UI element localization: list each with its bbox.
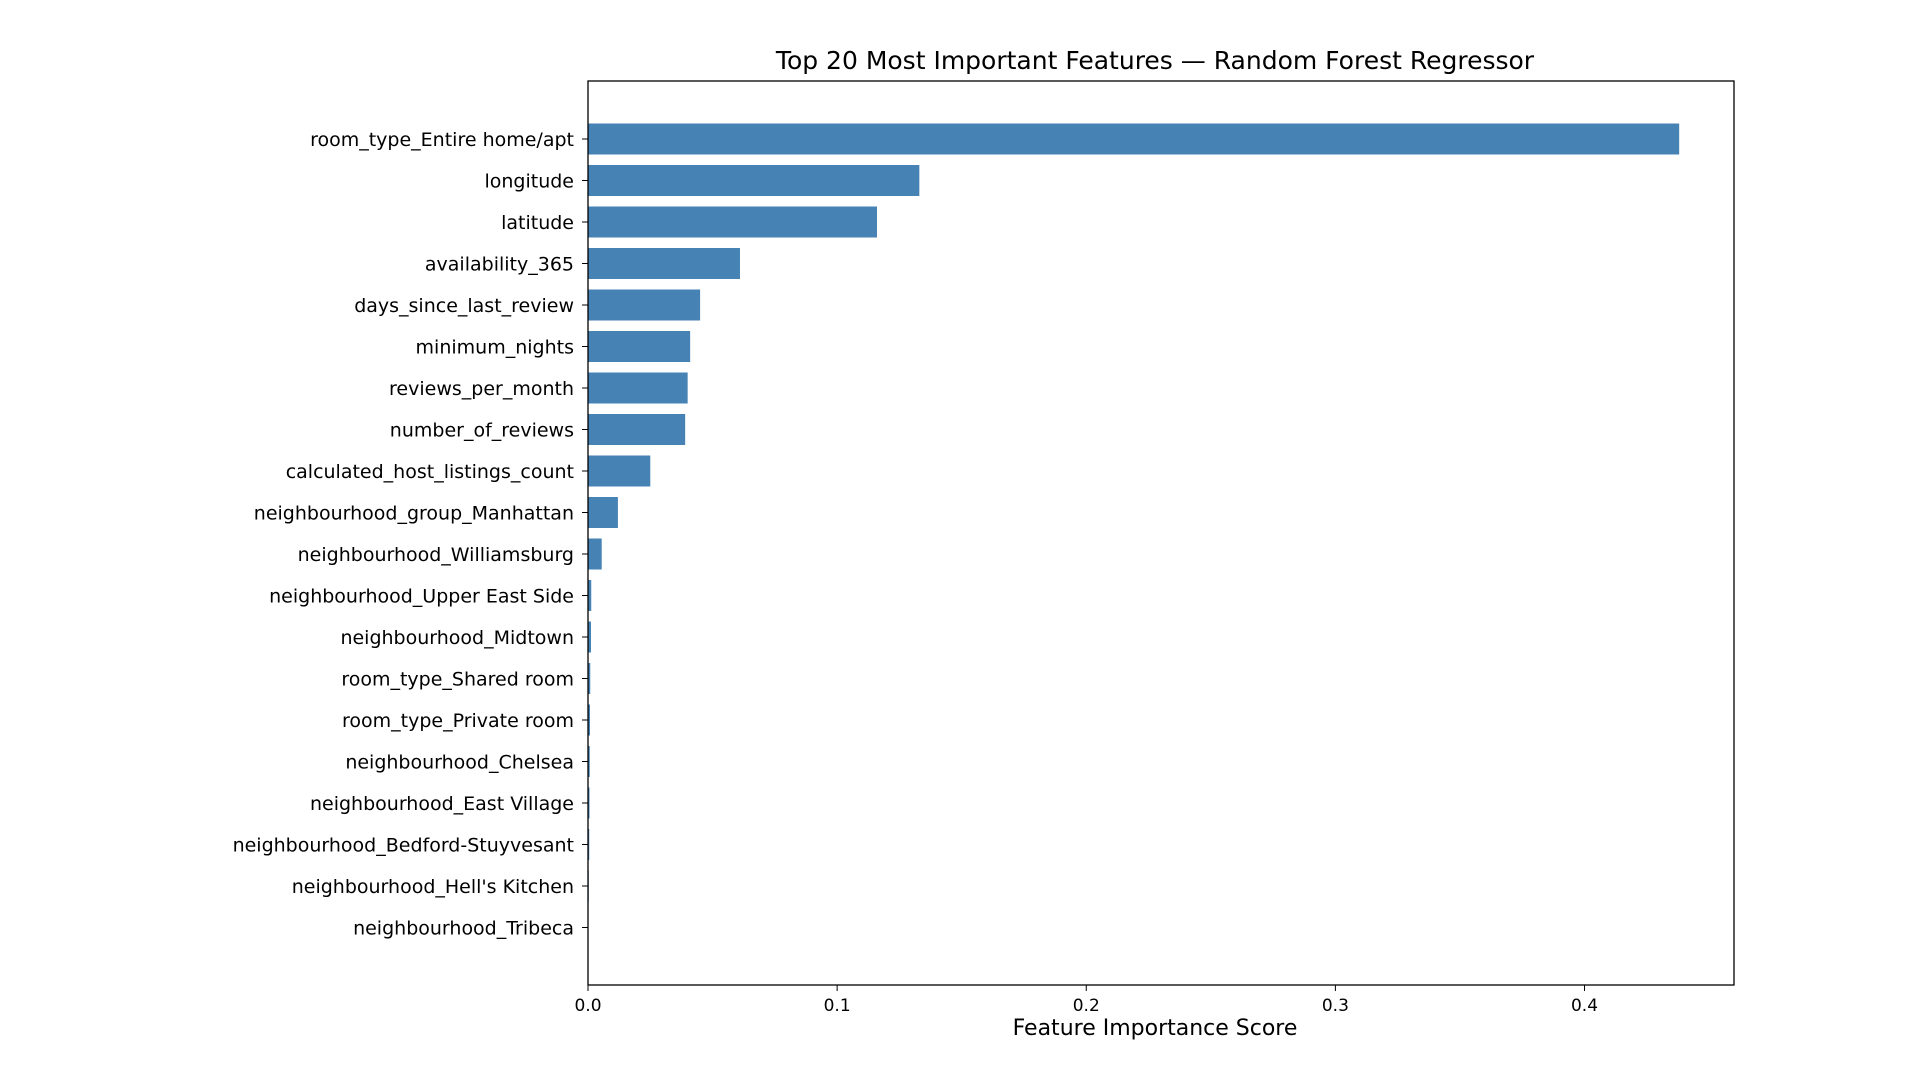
bar-6 <box>588 373 688 404</box>
y-tick-label-15: neighbourhood_Chelsea <box>345 752 574 774</box>
y-tick-label-9: neighbourhood_group_Manhattan <box>254 503 574 525</box>
x-tick-label-2: 0.2 <box>1073 996 1100 1016</box>
bar-2 <box>588 207 877 238</box>
y-tick-label-11: neighbourhood_Upper East Side <box>269 586 574 608</box>
y-tick-label-17: neighbourhood_Bedford-Stuyvesant <box>233 835 574 857</box>
x-axis-ticks: 0.0 0.1 0.2 0.3 0.4 <box>574 985 1598 1016</box>
y-tick-label-19: neighbourhood_Tribeca <box>353 918 574 940</box>
bar-7 <box>588 414 685 445</box>
y-tick-label-13: room_type_Shared room <box>341 669 574 691</box>
x-tick-label-4: 0.4 <box>1571 996 1598 1016</box>
bar-10 <box>588 539 602 570</box>
y-tick-label-10: neighbourhood_Williamsburg <box>298 544 574 566</box>
y-tick-label-7: number_of_reviews <box>390 420 574 442</box>
y-tick-label-14: room_type_Private room <box>342 710 574 732</box>
y-tick-label-4: days_since_last_review <box>354 295 574 317</box>
bar-1 <box>588 165 919 196</box>
y-tick-label-12: neighbourhood_Midtown <box>340 627 574 649</box>
chart-title: Top 20 Most Important Features — Random … <box>775 46 1535 75</box>
x-axis-label: Feature Importance Score <box>1013 1016 1298 1041</box>
bar-9 <box>588 497 618 528</box>
y-tick-label-18: neighbourhood_Hell's Kitchen <box>292 876 574 898</box>
bar-8 <box>588 456 650 487</box>
x-tick-label-3: 0.3 <box>1322 996 1349 1016</box>
bar-3 <box>588 248 740 279</box>
y-tick-label-3: availability_365 <box>425 254 574 276</box>
y-tick-label-16: neighbourhood_East Village <box>310 793 574 815</box>
y-tick-label-2: latitude <box>501 212 574 234</box>
y-tick-label-0: room_type_Entire home/apt <box>310 129 574 151</box>
bar-0 <box>588 124 1679 155</box>
bar-5 <box>588 331 690 362</box>
y-tick-label-5: minimum_nights <box>416 337 574 359</box>
y-tick-label-6: reviews_per_month <box>389 378 574 400</box>
y-tick-label-8: calculated_host_listings_count <box>286 461 574 483</box>
bar-4 <box>588 290 700 321</box>
x-tick-label-1: 0.1 <box>824 996 851 1016</box>
x-tick-label-0: 0.0 <box>574 996 601 1016</box>
y-tick-label-1: longitude <box>484 171 574 193</box>
category-labels: room_type_Entire home/apt longitude latitu… <box>233 129 588 940</box>
bars-layer <box>588 124 1679 944</box>
